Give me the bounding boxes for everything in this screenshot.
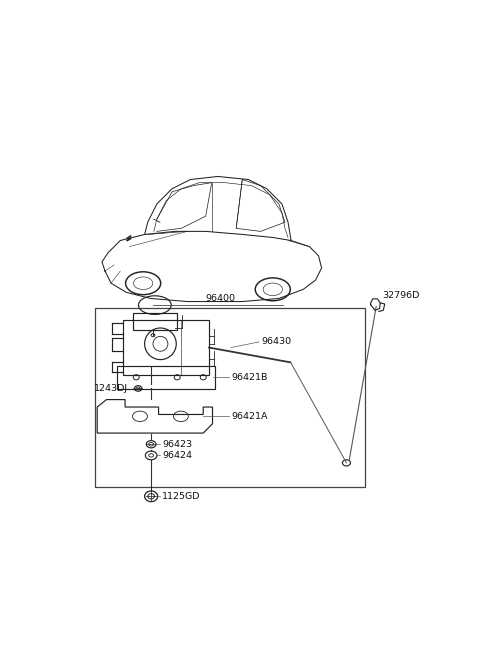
Text: 96423: 96423 — [162, 440, 192, 449]
Text: 32796D: 32796D — [382, 291, 419, 300]
Text: 96424: 96424 — [162, 451, 192, 460]
Text: 96421B: 96421B — [231, 373, 267, 382]
Text: 1125GD: 1125GD — [162, 492, 201, 501]
Text: 1243DJ: 1243DJ — [94, 384, 128, 393]
Text: 96421A: 96421A — [231, 412, 268, 421]
Text: 96430: 96430 — [261, 337, 291, 346]
Text: 96400: 96400 — [205, 294, 235, 303]
